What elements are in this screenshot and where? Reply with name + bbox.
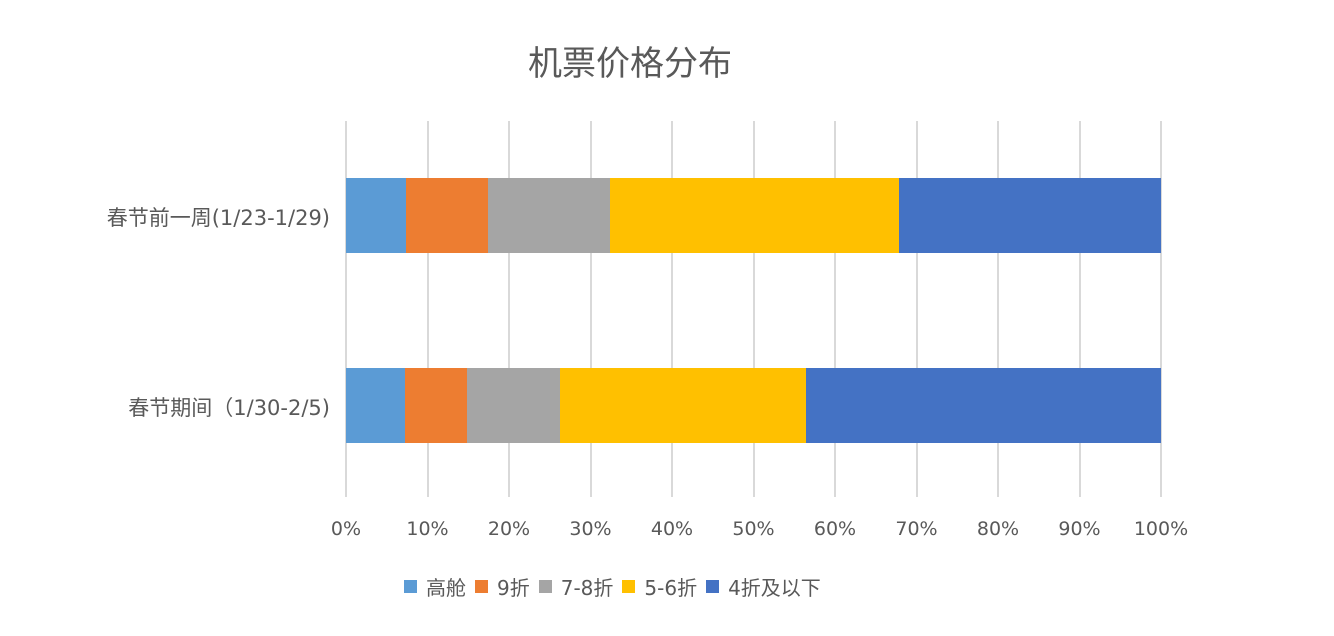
x-tick-label: 20% [487, 518, 531, 540]
gridline [671, 121, 673, 497]
bar-segment [404, 368, 468, 443]
bar-segment [805, 368, 1161, 443]
legend-item: 7-8折 [538, 572, 614, 601]
legend-swatch-icon [622, 580, 636, 593]
legend-item: 高舱 [404, 572, 466, 601]
legend-label: 9折 [497, 576, 530, 600]
x-tick-label: 90% [1058, 518, 1101, 540]
gridline [752, 121, 755, 497]
x-tick-label: 50% [732, 518, 775, 540]
x-tick-label: 40% [650, 518, 694, 540]
legend-item: 4折及以下 [706, 572, 821, 601]
legend-swatch-icon [538, 580, 552, 593]
bar-segment [559, 368, 806, 443]
legend-swatch-icon [404, 580, 417, 593]
gridline [1078, 121, 1081, 497]
bar-segment [406, 178, 488, 253]
gridline [1160, 121, 1162, 497]
gridline [508, 121, 510, 497]
category-label: 春节期间（1/30-2/5) [128, 396, 330, 420]
gridline [426, 121, 429, 497]
gridline [915, 121, 918, 497]
legend-label: 高舱 [426, 576, 466, 600]
stacked-bar [346, 368, 1161, 443]
gridline [589, 121, 592, 497]
legend-label: 4折及以下 [728, 576, 821, 600]
x-tick-label: 0% [330, 518, 362, 540]
bar-segment [610, 178, 900, 253]
plot-area [345, 121, 1162, 497]
bar-segment [487, 178, 611, 253]
bar-segment [467, 368, 560, 443]
legend-label: 7-8折 [560, 576, 614, 600]
bar-segment [346, 368, 405, 443]
category-label: 春节前一周(1/23-1/29) [106, 206, 330, 230]
legend: 高舱 9折 7-8折 5-6折 4折及以下 [404, 572, 830, 601]
gridline [834, 121, 836, 497]
x-tick-label: 80% [976, 518, 1020, 540]
legend-item: 5-6折 [622, 572, 697, 601]
x-tick-label: 60% [813, 518, 857, 540]
x-tick-label: 70% [895, 518, 938, 540]
bar-segment [899, 178, 1161, 253]
x-tick-label: 30% [569, 518, 612, 540]
legend-swatch-icon [706, 580, 720, 593]
x-tick-label: 100% [1133, 518, 1189, 540]
gridline [997, 121, 999, 497]
bar-segment [346, 178, 407, 253]
legend-swatch-icon [475, 580, 488, 593]
x-tick-label: 10% [406, 518, 449, 540]
legend-label: 5-6折 [644, 576, 698, 600]
stacked-bar [346, 178, 1161, 253]
legend-item: 9折 [475, 572, 530, 601]
gridline [345, 121, 347, 497]
chart-title: 机票价格分布 [528, 44, 732, 84]
